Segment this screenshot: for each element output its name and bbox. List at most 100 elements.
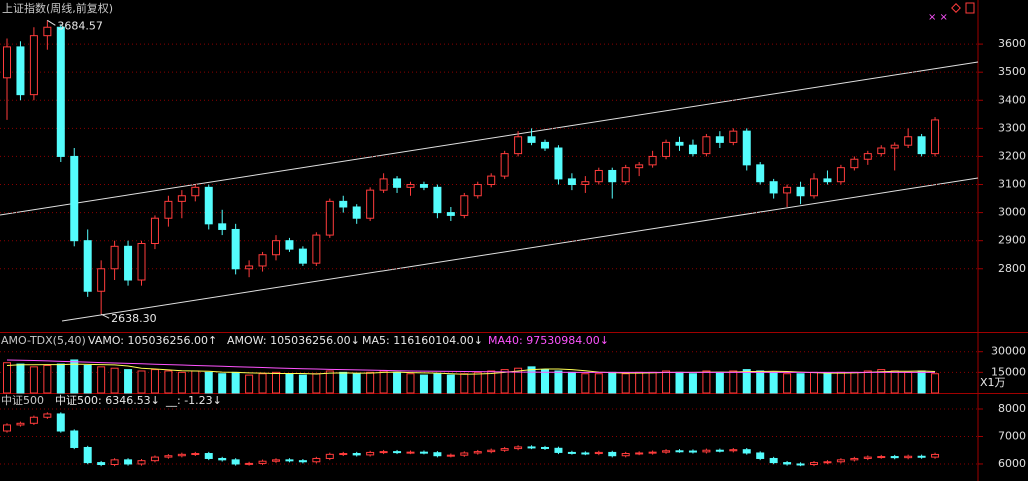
volume-bar	[863, 370, 872, 394]
candle-body	[312, 234, 321, 264]
candle-body	[567, 451, 576, 454]
candle-body	[688, 144, 697, 155]
y-tick-label: 3500	[998, 65, 1026, 78]
y-tick-label: 6000	[998, 457, 1026, 470]
candle-body	[917, 136, 926, 155]
volume-bar	[43, 364, 52, 394]
candle-body	[218, 457, 227, 461]
y-tick-label: 7000	[998, 429, 1026, 442]
candle-body	[890, 144, 899, 149]
candle-body	[285, 459, 294, 462]
candle-body	[272, 459, 280, 462]
volume-bar	[715, 371, 724, 394]
icon[interactable]	[965, 2, 975, 14]
candle-body	[379, 451, 388, 454]
candle-body	[863, 153, 872, 160]
candle-body	[446, 212, 455, 216]
candle-body	[393, 451, 402, 454]
candle-body	[298, 460, 307, 463]
volume-bar	[823, 373, 832, 394]
volume-bar	[877, 369, 886, 394]
volume-bar	[756, 370, 765, 394]
chart-title: 上证指数(周线,前复权)	[2, 1, 113, 15]
candle-body	[742, 130, 751, 166]
volume-bar	[836, 371, 845, 394]
candle-body	[527, 136, 536, 143]
candle-body	[16, 422, 25, 426]
y-tick-label: 2900	[998, 234, 1026, 247]
panel-title: AMO-TDX(5,40)	[1, 334, 86, 347]
candle-body	[191, 186, 200, 197]
y-tick-label: 3100	[998, 178, 1026, 191]
trend-line	[0, 61, 979, 216]
candle-body	[567, 178, 576, 186]
volume-bar	[890, 370, 899, 394]
candle-body	[527, 446, 536, 449]
candle-body	[124, 459, 133, 465]
volume-bar	[702, 370, 711, 394]
annotation-leader	[47, 19, 56, 26]
axis-unit: X1万	[980, 376, 1006, 389]
volume-bar	[850, 371, 859, 394]
candle-body	[433, 186, 442, 214]
icon[interactable]: × ×	[928, 12, 948, 23]
volume-bar	[527, 366, 536, 394]
candle-body	[541, 446, 549, 449]
volume-bar	[218, 373, 227, 394]
candle-body	[406, 451, 415, 454]
volume-bar	[662, 370, 671, 394]
volume-bar	[904, 371, 913, 394]
candle-body	[487, 449, 496, 453]
y-tick-label: 15000	[991, 365, 1026, 378]
candle-body	[783, 186, 792, 194]
candle-body	[796, 186, 805, 197]
candle-body	[635, 452, 644, 455]
candle-body	[702, 136, 711, 155]
candle-body	[137, 242, 146, 281]
volume-bar	[406, 373, 415, 394]
volume-bar	[110, 367, 119, 394]
candle-body	[648, 155, 657, 166]
candle-body	[554, 147, 563, 180]
volume-bar	[581, 373, 590, 394]
y-tick-label: 3600	[998, 37, 1026, 50]
volume-bar	[608, 371, 617, 394]
candle-body	[56, 413, 65, 432]
volume-bar	[352, 373, 361, 394]
volume-bar	[917, 370, 926, 394]
volume-bar	[339, 371, 348, 394]
candle-body	[473, 184, 482, 197]
volume-bar	[366, 371, 375, 394]
candle-body	[191, 453, 200, 456]
volume-bar	[312, 373, 321, 394]
candle-body	[581, 452, 590, 455]
candle-body	[298, 248, 307, 264]
candle-body	[29, 35, 38, 96]
candle-body	[715, 449, 724, 452]
candle-body	[500, 448, 509, 451]
volume-bar	[742, 369, 751, 394]
candle-body	[177, 453, 186, 457]
candle-body	[931, 119, 940, 155]
volume-bar	[796, 373, 805, 394]
candle-body	[742, 449, 751, 454]
candle-body	[836, 167, 845, 183]
candle-body	[16, 46, 25, 96]
candle-body	[419, 184, 428, 188]
volume-bar	[191, 370, 200, 394]
candle-body	[863, 456, 872, 459]
candle-body	[204, 453, 213, 459]
candle-body	[594, 169, 603, 183]
volume-bar	[473, 371, 482, 394]
candle-body	[177, 195, 186, 202]
panel-title: 中证500	[1, 394, 44, 407]
volume-bar	[393, 371, 402, 394]
candle-body	[124, 245, 133, 281]
candle-body	[729, 449, 738, 452]
annotation-leader	[100, 313, 110, 319]
volume-bar	[621, 373, 630, 394]
icon[interactable]	[951, 3, 961, 13]
candle-body	[97, 268, 106, 292]
candle-body	[379, 178, 388, 191]
